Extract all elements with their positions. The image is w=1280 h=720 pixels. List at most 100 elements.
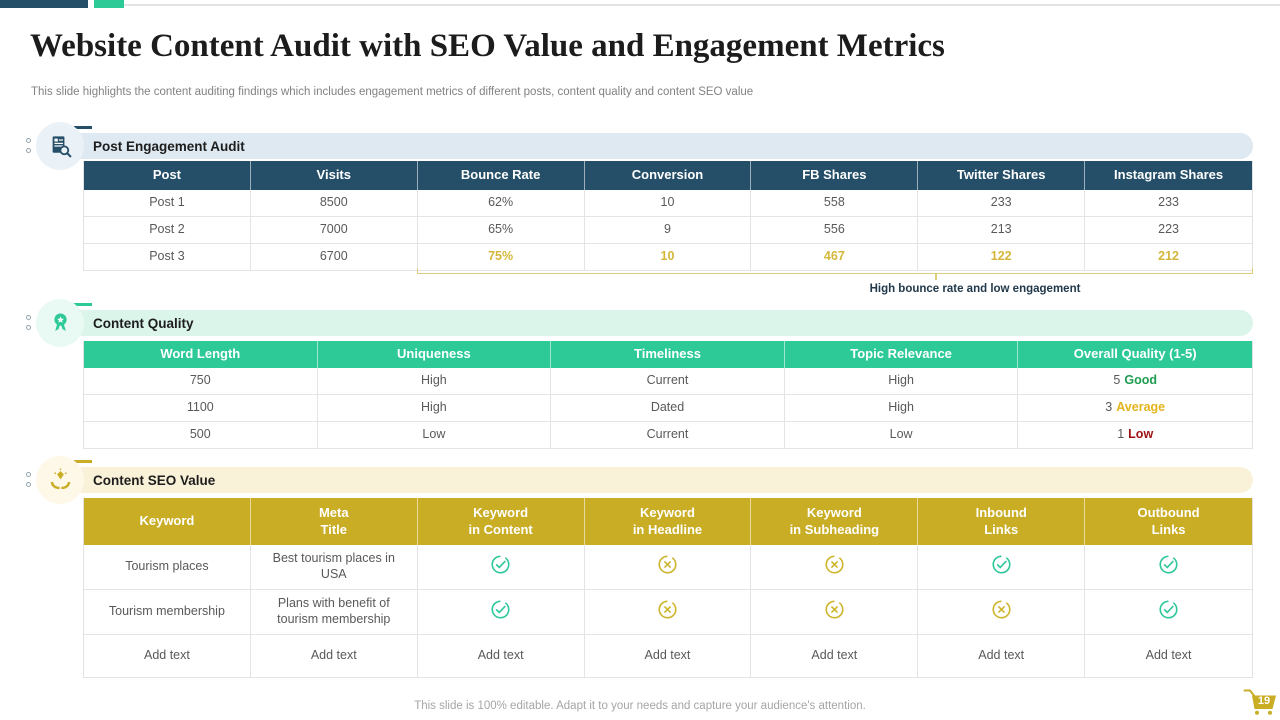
table-cell: Post 3: [84, 244, 251, 271]
table-cell: 62%: [417, 190, 585, 217]
table-cell: Post 1: [84, 190, 251, 217]
add-text-placeholder[interactable]: Add text: [417, 635, 585, 678]
cross-icon: [823, 598, 846, 626]
engagement-note: High bounce rate and low engagement: [869, 283, 1081, 295]
section-dash: [74, 460, 92, 463]
bracket-tick: [935, 274, 937, 280]
column-header: Timeliness: [551, 341, 785, 368]
header-line: in Headline: [632, 521, 703, 537]
add-text-placeholder[interactable]: Add text: [1085, 635, 1252, 678]
column-header: FB Shares: [751, 161, 919, 190]
dot-icon: [26, 148, 31, 153]
table-cell: Current: [551, 422, 785, 449]
award-ribbon-icon: [36, 299, 84, 347]
check-icon: [990, 553, 1013, 581]
table-cell: 233: [1085, 190, 1252, 217]
table-cell: 233: [918, 190, 1086, 217]
seo-mark-cell: [751, 590, 919, 635]
section-header-seo: [58, 467, 1253, 493]
add-text-placeholder[interactable]: Add text: [584, 635, 752, 678]
header-line: Title: [320, 521, 348, 537]
column-header: Outbound Links: [1085, 498, 1252, 545]
accent-bar-navy: [0, 0, 88, 8]
check-icon: [489, 598, 512, 626]
quality-table: Word Length Uniqueness Timeliness Topic …: [83, 341, 1253, 449]
quality-label: Good: [1124, 373, 1157, 388]
header-line: in Content: [468, 521, 533, 537]
table-cell: High: [784, 395, 1019, 422]
keyword-cell: Tourism membership: [84, 590, 251, 635]
add-text-placeholder[interactable]: Add text: [751, 635, 919, 678]
section-dash: [74, 303, 92, 306]
table-cell: 500: [84, 422, 318, 449]
quality-score: 5: [1113, 373, 1121, 388]
table-cell: 558: [751, 190, 919, 217]
section-dots: [26, 138, 31, 153]
column-header: Inbound Links: [918, 498, 1086, 545]
cross-icon: [656, 553, 679, 581]
column-header: Twitter Shares: [918, 161, 1086, 190]
table-cell: 8500: [250, 190, 418, 217]
add-text-value: Add text: [1145, 648, 1192, 663]
seo-table: Keyword Meta Title Keyword in Content Ke…: [83, 498, 1253, 678]
table-cell: 750: [84, 368, 318, 395]
column-header: Bounce Rate: [417, 161, 585, 190]
table-cell: High: [317, 395, 552, 422]
highlighted-cell: 122: [918, 244, 1086, 271]
quality-score-cell: 1 Low: [1018, 422, 1252, 449]
column-header: Visits: [250, 161, 418, 190]
section-title-quality: Content Quality: [93, 316, 194, 331]
section-title-seo: Content SEO Value: [93, 473, 216, 488]
dot-icon: [26, 482, 31, 487]
section-title-engagement: Post Engagement Audit: [93, 139, 245, 154]
header-line: Keyword: [640, 505, 695, 521]
header-line: in Subheading: [789, 521, 880, 537]
header-line: Links: [1151, 521, 1186, 537]
section-header-quality: [58, 310, 1253, 336]
add-text-placeholder[interactable]: Add text: [918, 635, 1086, 678]
table-cell: Post 2: [84, 217, 251, 244]
page-number: 19: [1257, 695, 1271, 707]
table-cell: High: [784, 368, 1019, 395]
highlight-bracket: [417, 268, 1253, 280]
audit-report-icon: [36, 122, 84, 170]
table-cell: 65%: [417, 217, 585, 244]
table-cell: 213: [918, 217, 1086, 244]
column-header: Word Length: [84, 341, 318, 368]
page-title: Website Content Audit with SEO Value and…: [30, 28, 945, 64]
table-cell: High: [317, 368, 552, 395]
table-cell: Current: [551, 368, 785, 395]
header-line: Keyword: [806, 505, 862, 521]
page-number-badge: 19: [1242, 686, 1278, 716]
add-text-placeholder[interactable]: Add text: [84, 635, 251, 678]
seo-mark-cell: [584, 545, 752, 590]
highlighted-cell: 212: [1085, 244, 1252, 271]
table-cell: 223: [1085, 217, 1252, 244]
hands-value-icon: [36, 456, 84, 504]
dot-icon: [26, 472, 31, 477]
header-line: Keyword: [139, 513, 195, 529]
keyword-cell: Tourism places: [84, 545, 251, 590]
seo-mark-cell: [417, 590, 585, 635]
engagement-table: Post Visits Bounce Rate Conversion FB Sh…: [83, 161, 1253, 271]
seo-mark-cell: [1085, 590, 1252, 635]
check-icon: [489, 553, 512, 581]
table-cell: 9: [584, 217, 752, 244]
header-line: Outbound: [1137, 505, 1200, 521]
table-cell: 7000: [250, 217, 418, 244]
column-header: Keyword in Subheading: [751, 498, 919, 545]
seo-mark-cell: [584, 590, 752, 635]
seo-mark-cell: [918, 590, 1086, 635]
add-text-placeholder[interactable]: Add text: [250, 635, 418, 678]
header-line: Inbound: [975, 505, 1027, 521]
table-cell: 10: [584, 190, 752, 217]
check-icon: [1157, 598, 1180, 626]
section-dots: [26, 315, 31, 330]
column-header: Instagram Shares: [1085, 161, 1252, 190]
accent-bar-line: [124, 4, 1280, 6]
footer-note: This slide is 100% editable. Adapt it to…: [414, 700, 866, 712]
column-header: Keyword: [84, 498, 251, 545]
table-cell: 6700: [250, 244, 418, 271]
seo-mark-cell: [751, 545, 919, 590]
